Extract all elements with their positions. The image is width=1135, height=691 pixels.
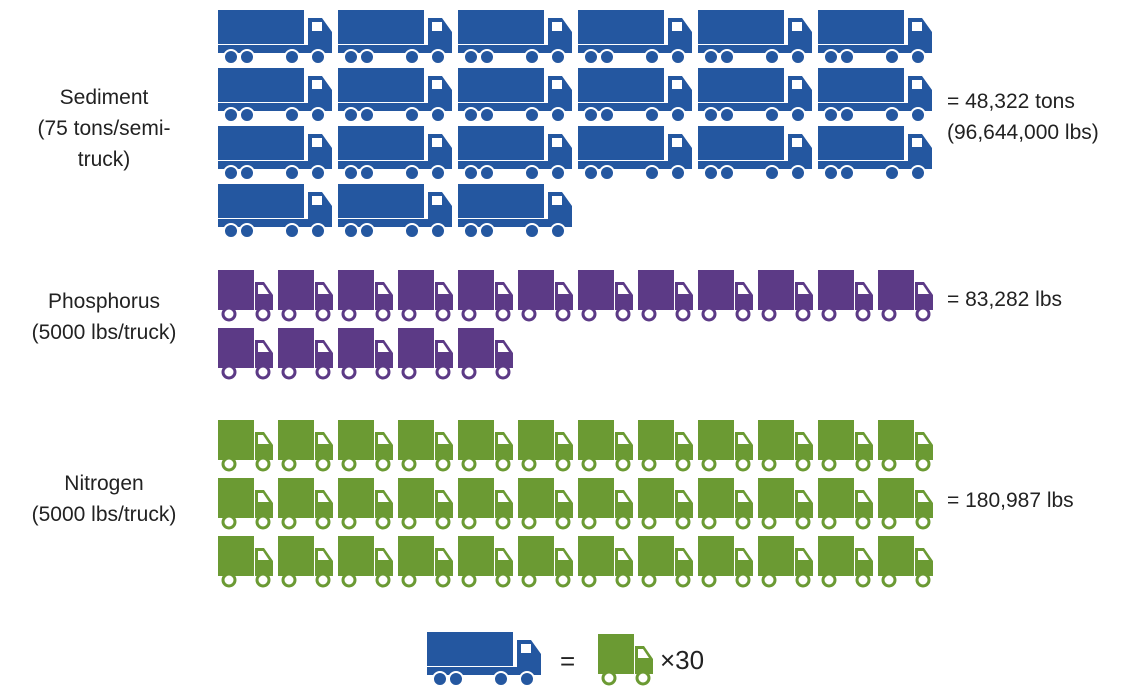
- nitrogen-label-line-1: Nitrogen: [64, 472, 144, 495]
- sediment-semi-truck-icon: [578, 126, 692, 181]
- phosphorus-box-truck-icon: [218, 270, 273, 322]
- phosphorus-box-truck-icon: [398, 328, 453, 380]
- sediment-semi-truck-icon: [458, 126, 572, 181]
- legend-semi-truck-icon: [427, 632, 541, 687]
- nitrogen-box-truck-icon: [518, 478, 573, 530]
- nitrogen-result-line-1: = 180,987 lbs: [947, 489, 1074, 512]
- nitrogen-box-truck-icon: [458, 478, 513, 530]
- nitrogen-box-truck-icon: [698, 536, 753, 588]
- nitrogen-box-truck-icon: [278, 420, 333, 472]
- phosphorus-result-line-1: = 83,282 lbs: [947, 288, 1063, 311]
- sediment-label-line-1: Sediment: [59, 86, 149, 109]
- sediment-semi-truck-icon: [218, 126, 332, 181]
- sediment-semi-truck-icon: [698, 68, 812, 123]
- nitrogen-box-truck-icon: [818, 420, 873, 472]
- nitrogen-box-truck-icon: [758, 478, 813, 530]
- sediment-semi-truck-icon: [458, 10, 572, 65]
- phosphorus-box-truck-icon: [338, 328, 393, 380]
- phosphorus-box-truck-icon: [818, 270, 873, 322]
- sediment-semi-truck-icon: [218, 68, 332, 123]
- phosphorus-box-truck-icon: [578, 270, 633, 322]
- sediment-semi-truck-icon: [578, 68, 692, 123]
- sediment-label-line-3: truck): [77, 148, 131, 171]
- phosphorus-label: Phosphorus (5000 lbs/truck): [0, 286, 208, 348]
- sediment-semi-truck-icon: [578, 10, 692, 65]
- phosphorus-box-truck-icon: [878, 270, 933, 322]
- phosphorus-box-truck-icon: [398, 270, 453, 322]
- nitrogen-result: = 180,987 lbs: [947, 485, 1074, 516]
- phosphorus-box-truck-icon: [338, 270, 393, 322]
- phosphorus-box-truck-icon: [758, 270, 813, 322]
- phosphorus-label-line-1: Phosphorus: [47, 290, 161, 313]
- phosphorus-box-truck-icon: [278, 270, 333, 322]
- nitrogen-box-truck-icon: [818, 478, 873, 530]
- nitrogen-box-truck-icon: [878, 420, 933, 472]
- legend-box-truck-icon: [598, 634, 653, 686]
- nitrogen-box-truck-icon: [758, 536, 813, 588]
- nitrogen-box-truck-icon: [218, 536, 273, 588]
- nitrogen-box-truck-icon: [458, 420, 513, 472]
- sediment-semi-truck-icon: [338, 184, 452, 239]
- nitrogen-box-truck-icon: [638, 478, 693, 530]
- nitrogen-box-truck-icon: [638, 420, 693, 472]
- legend-multiplier: ×30: [660, 645, 705, 675]
- sediment-result-line-2: (96,644,000 lbs): [947, 121, 1099, 144]
- sediment-semi-truck-icon: [818, 126, 932, 181]
- phosphorus-label-line-2: (5000 lbs/truck): [31, 321, 177, 344]
- nitrogen-label: Nitrogen (5000 lbs/truck): [0, 468, 208, 530]
- nitrogen-box-truck-icon: [698, 420, 753, 472]
- sediment-semi-truck-icon: [338, 10, 452, 65]
- nitrogen-box-truck-icon: [398, 420, 453, 472]
- sediment-semi-truck-icon: [698, 10, 812, 65]
- phosphorus-box-truck-icon: [518, 270, 573, 322]
- phosphorus-box-truck-icon: [458, 328, 513, 380]
- nitrogen-box-truck-icon: [578, 478, 633, 530]
- nitrogen-box-truck-icon: [758, 420, 813, 472]
- nitrogen-box-truck-icon: [278, 536, 333, 588]
- phosphorus-result: = 83,282 lbs: [947, 284, 1062, 315]
- sediment-semi-truck-icon: [818, 68, 932, 123]
- phosphorus-box-truck-icon: [698, 270, 753, 322]
- nitrogen-box-truck-icon: [338, 478, 393, 530]
- sediment-semi-truck-icon: [338, 68, 452, 123]
- legend-equals-sign: =: [560, 646, 576, 676]
- sediment-semi-truck-icon: [698, 126, 812, 181]
- phosphorus-box-truck-icon: [278, 328, 333, 380]
- sediment-semi-truck-icon: [458, 68, 572, 123]
- sediment-label: Sediment (75 tons/semi- truck): [0, 82, 208, 175]
- nitrogen-box-truck-icon: [218, 420, 273, 472]
- nitrogen-box-truck-icon: [398, 536, 453, 588]
- nitrogen-box-truck-icon: [578, 420, 633, 472]
- nitrogen-box-truck-icon: [518, 536, 573, 588]
- nitrogen-box-truck-icon: [518, 420, 573, 472]
- phosphorus-box-truck-icon: [218, 328, 273, 380]
- nitrogen-box-truck-icon: [338, 536, 393, 588]
- sediment-result: = 48,322 tons (96,644,000 lbs): [947, 86, 1099, 148]
- nitrogen-box-truck-icon: [338, 420, 393, 472]
- phosphorus-box-truck-icon: [458, 270, 513, 322]
- sediment-semi-truck-icon: [218, 10, 332, 65]
- sediment-semi-truck-icon: [338, 126, 452, 181]
- nitrogen-box-truck-icon: [458, 536, 513, 588]
- sediment-semi-truck-icon: [218, 184, 332, 239]
- nitrogen-box-truck-icon: [398, 478, 453, 530]
- nitrogen-box-truck-icon: [278, 478, 333, 530]
- sediment-semi-truck-icon: [458, 184, 572, 239]
- phosphorus-box-truck-icon: [638, 270, 693, 322]
- nitrogen-box-truck-icon: [698, 478, 753, 530]
- sediment-result-line-1: = 48,322 tons: [947, 90, 1075, 113]
- nitrogen-box-truck-icon: [878, 478, 933, 530]
- sediment-label-line-2: (75 tons/semi-: [37, 117, 171, 140]
- nitrogen-box-truck-icon: [638, 536, 693, 588]
- nitrogen-box-truck-icon: [578, 536, 633, 588]
- nitrogen-box-truck-icon: [818, 536, 873, 588]
- sediment-semi-truck-icon: [818, 10, 932, 65]
- nitrogen-box-truck-icon: [878, 536, 933, 588]
- nitrogen-label-line-2: (5000 lbs/truck): [31, 503, 177, 526]
- nitrogen-box-truck-icon: [218, 478, 273, 530]
